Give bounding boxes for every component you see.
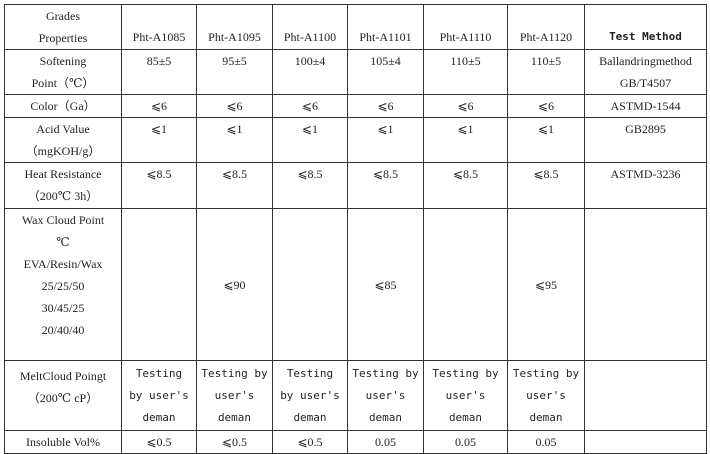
value-cell: ⩽1 <box>423 117 508 163</box>
value-cell: ⩽1 <box>347 117 424 163</box>
property-label: Heat Resistance （200℃ 3h） <box>4 162 122 209</box>
value-cell: ⩽6 <box>507 94 585 118</box>
table-row: MeltCloud Poingt （200℃ cP） Testing by user… <box>4 360 707 431</box>
test-method-cell: Ballandringmethod GB/T4507 <box>584 49 707 95</box>
value-cell: ⩽95 <box>507 208 585 361</box>
value-cell: Testing by user's deman <box>272 360 348 431</box>
grade-header: Pht-A1110 <box>423 4 508 50</box>
test-method-cell: ASTMD-3236 <box>584 162 707 209</box>
table-row: Softening Point（℃） 85±5 95±5 100±4 105±4 110±5… <box>4 49 707 95</box>
value-cell: 0.05 <box>423 430 508 454</box>
value-cell: ⩽8.5 <box>121 162 197 209</box>
value-cell: ⩽8.5 <box>507 162 585 209</box>
value-cell: 0.05 <box>507 430 585 454</box>
value-cell: Testing by user's deman <box>196 360 273 431</box>
value-cell: ⩽1 <box>507 117 585 163</box>
grade-header: Pht-A1095 <box>196 4 273 50</box>
value-cell: 95±5 <box>196 49 273 95</box>
value-cell: ⩽0.5 <box>121 430 197 454</box>
value-cell: ⩽8.5 <box>196 162 273 209</box>
properties-table: Grades Properties Pht-A1085 Pht-A1095 Pht… <box>4 4 707 454</box>
value-cell: ⩽8.5 <box>423 162 508 209</box>
value-cell: Testing by user's deman <box>347 360 424 431</box>
value-cell <box>423 208 508 361</box>
value-cell: Testing by user's deman <box>507 360 585 431</box>
value-cell: 110±5 <box>507 49 585 95</box>
value-cell: ⩽6 <box>196 94 273 118</box>
value-cell <box>272 208 348 361</box>
value-cell: ⩽85 <box>347 208 424 361</box>
value-cell <box>121 208 197 361</box>
grade-header: Pht-A1120 <box>507 4 585 50</box>
header-row: Grades Properties Pht-A1085 Pht-A1095 Pht… <box>4 4 707 50</box>
value-cell: 110±5 <box>423 49 508 95</box>
property-label: MeltCloud Poingt （200℃ cP） <box>4 360 122 431</box>
value-cell: 105±4 <box>347 49 424 95</box>
grade-header: Pht-A1100 <box>272 4 348 50</box>
value-cell: ⩽1 <box>272 117 348 163</box>
value-cell: ⩽90 <box>196 208 273 361</box>
property-label: Wax Cloud Point ℃ EVA/Resin/Wax 25/25/50 30/… <box>4 208 122 361</box>
property-label: Softening Point（℃） <box>4 49 122 95</box>
value-cell: 0.05 <box>347 430 424 454</box>
test-method-cell <box>584 360 707 431</box>
test-method-cell: GB2895 <box>584 117 707 163</box>
value-cell: ⩽6 <box>272 94 348 118</box>
property-label: Color（Ga） <box>4 94 122 118</box>
value-cell: ⩽8.5 <box>347 162 424 209</box>
value-cell: ⩽0.5 <box>272 430 348 454</box>
grade-header: Pht-A1101 <box>347 4 424 50</box>
table-row: Color（Ga） ⩽6 ⩽6 ⩽6 ⩽6 ⩽6 ⩽6 ASTMD-1544 <box>4 94 707 118</box>
property-label: Insoluble Vol% <box>4 430 122 454</box>
value-cell: ⩽6 <box>423 94 508 118</box>
value-cell: ⩽6 <box>121 94 197 118</box>
value-cell: ⩽0.5 <box>196 430 273 454</box>
table-row: Wax Cloud Point ℃ EVA/Resin/Wax 25/25/50 30/… <box>4 208 707 361</box>
test-method-cell <box>584 430 707 454</box>
value-cell: ⩽1 <box>121 117 197 163</box>
table-row: Heat Resistance （200℃ 3h） ⩽8.5 ⩽8.5 ⩽8.5 ⩽8.5… <box>4 162 707 209</box>
test-method-cell: ASTMD-1544 <box>584 94 707 118</box>
corner-cell: Grades Properties <box>4 4 122 50</box>
value-cell: ⩽6 <box>347 94 424 118</box>
value-cell: 85±5 <box>121 49 197 95</box>
grade-header: Pht-A1085 <box>121 4 197 50</box>
value-cell: Testing by user's deman <box>121 360 197 431</box>
method-header: Test Method <box>584 4 707 50</box>
value-cell: Testing by user's deman <box>423 360 508 431</box>
table-row: Acid Value （mgKOH/g） ⩽1 ⩽1 ⩽1 ⩽1 ⩽1 ⩽1 GB2895 <box>4 117 707 163</box>
property-label: Acid Value （mgKOH/g） <box>4 117 122 163</box>
value-cell: ⩽1 <box>196 117 273 163</box>
test-method-cell <box>584 208 707 361</box>
value-cell: ⩽8.5 <box>272 162 348 209</box>
table-row: Insoluble Vol% ⩽0.5 ⩽0.5 ⩽0.5 0.05 0.05 0.05 <box>4 430 707 454</box>
value-cell: 100±4 <box>272 49 348 95</box>
